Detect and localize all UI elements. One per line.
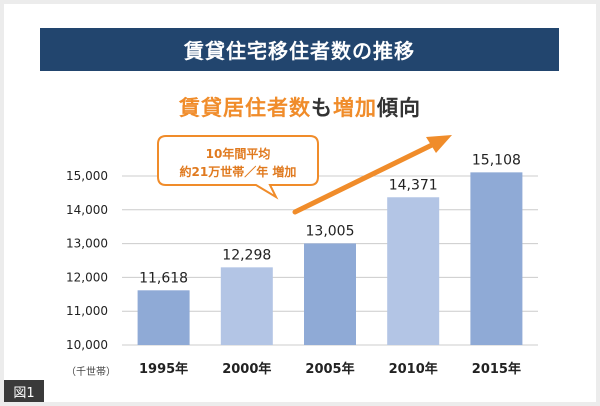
- x-category-label: 1995年: [139, 361, 188, 377]
- chart-title: 賃貸住宅移住者数の推移: [184, 39, 415, 63]
- y-axis-ticks: 10,000 11,000 12,000 13,000 14,000 15,000: [66, 169, 108, 352]
- bar-value-label: 11,618: [139, 270, 188, 286]
- bar: [137, 290, 190, 345]
- subtitle-part-1: 賃貸居住者数: [179, 96, 311, 120]
- bar-value-label: 12,298: [222, 247, 271, 263]
- trend-arrow-line: [292, 140, 439, 215]
- chart-subtitle: 賃貸居住者数も増加傾向: [0, 92, 600, 122]
- bubble-line-1: 10年間平均: [206, 146, 271, 161]
- y-tick-label: 14,000: [66, 203, 108, 217]
- bar-value-label: 14,371: [389, 177, 438, 193]
- y-tick-label: 12,000: [66, 270, 108, 284]
- bar-value-label: 13,005: [306, 223, 355, 239]
- x-category-label: 2005年: [305, 361, 354, 377]
- y-tick-label: 15,000: [66, 169, 108, 183]
- bar-value-label: 15,108: [472, 152, 521, 168]
- bubble-line-2: 約21万世帯／年 増加: [180, 164, 297, 179]
- bar: [304, 243, 356, 345]
- figure-tag: 図1: [4, 380, 44, 402]
- x-axis-categories: 1995年 2000年 2005年 2010年 2015年: [139, 361, 521, 377]
- subtitle-part-4: 傾向: [377, 96, 421, 120]
- y-tick-label: 11,000: [66, 304, 108, 318]
- bubble-shape: [157, 135, 319, 200]
- x-category-label: 2015年: [472, 361, 521, 377]
- trend-arrow: [292, 135, 452, 215]
- bar: [470, 172, 523, 345]
- bar: [387, 197, 440, 345]
- x-category-label: 2010年: [389, 361, 438, 377]
- trend-arrow-head: [426, 135, 452, 153]
- y-unit-label: （千世帯）: [66, 365, 116, 378]
- annotation-bubble: 10年間平均 約21万世帯／年 増加: [157, 135, 319, 200]
- bar: [220, 267, 273, 345]
- y-tick-label: 10,000: [66, 338, 108, 352]
- figure-tag-label: 図1: [13, 385, 35, 401]
- x-category-label: 2000年: [222, 361, 271, 377]
- bars: [137, 172, 523, 345]
- value-labels: 11,618 12,298 13,005 14,371 15,108: [139, 152, 521, 286]
- subtitle-part-3: 増加: [333, 96, 377, 120]
- y-tick-label: 13,000: [66, 237, 108, 251]
- subtitle-part-2: も: [311, 96, 333, 120]
- title-banner: 賃貸住宅移住者数の推移: [40, 28, 559, 71]
